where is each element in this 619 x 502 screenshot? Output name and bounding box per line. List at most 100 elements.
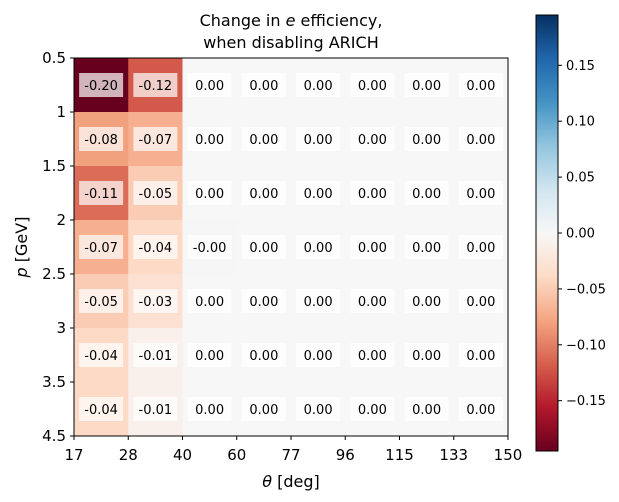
cell-label-background (187, 343, 232, 367)
x-tick-label: 28 (119, 446, 138, 464)
x-tick-label: 77 (281, 446, 300, 464)
cell-value-label: 0.00 (304, 187, 333, 202)
y-tick-label: 4.5 (42, 427, 66, 445)
cell-value-label: -0.01 (139, 403, 173, 418)
cell-value-label: 0.00 (304, 403, 333, 418)
colorbar-tick-label: 0.05 (566, 171, 595, 186)
colorbar-tick-label: 0.10 (566, 115, 595, 130)
y-tick-label: 3.5 (42, 373, 66, 391)
cell-label-background (79, 181, 124, 205)
cell-label-background (296, 343, 341, 367)
cell-value-label: 0.00 (304, 241, 333, 256)
cell-value-label: 0.00 (249, 403, 278, 418)
cell-value-label: 0.00 (304, 349, 333, 364)
y-tick-label: 0.5 (42, 49, 66, 67)
cell-value-label: 0.00 (195, 403, 224, 418)
cell-value-label: 0.00 (358, 295, 387, 310)
cell-label-background (296, 235, 341, 259)
cell-label-background (404, 397, 449, 421)
cell-label-background (296, 127, 341, 151)
cell-value-label: 0.00 (412, 241, 441, 256)
cell-value-label: 0.00 (195, 349, 224, 364)
cell-value-label: -0.04 (84, 403, 118, 418)
y-tick-label: 1.5 (42, 157, 66, 175)
cell-value-label: 0.00 (412, 79, 441, 94)
cell-label-background (187, 73, 232, 97)
cell-label-background (404, 73, 449, 97)
cell-value-label: 0.00 (358, 187, 387, 202)
x-tick-label: 150 (494, 446, 523, 464)
cell-label-background (350, 73, 395, 97)
cell-label-background (296, 181, 341, 205)
x-tick-label: 96 (336, 446, 355, 464)
cell-value-label: 0.00 (412, 187, 441, 202)
cell-label-background (350, 397, 395, 421)
cell-value-label: 0.00 (466, 133, 495, 148)
cell-value-label: 0.00 (304, 295, 333, 310)
cell-value-label: 0.00 (249, 241, 278, 256)
y-tick-label: 2 (56, 211, 66, 229)
cell-label-background (79, 397, 124, 421)
cell-label-background (241, 127, 286, 151)
cell-value-label: -0.07 (84, 241, 118, 256)
cell-value-label: 0.00 (466, 295, 495, 310)
cell-value-label: -0.08 (84, 133, 118, 148)
cell-label-background (350, 127, 395, 151)
cell-label-background (458, 343, 503, 367)
heatmap-cell-labels: -0.20 -0.12 0.00 0.00 0.00 0.00 0.00 0.00 -0.08 -… (79, 73, 503, 421)
cell-label-background (79, 289, 124, 313)
cell-value-label: -0.04 (139, 241, 173, 256)
cell-value-label: -0.03 (139, 295, 173, 310)
cell-label-background (458, 397, 503, 421)
cell-label-background (133, 235, 178, 259)
colorbar-tick-label: −0.05 (566, 282, 606, 297)
cell-label-background (296, 73, 341, 97)
cell-label-background (187, 181, 232, 205)
y-tick-label: 1 (56, 103, 66, 121)
cell-value-label: 0.00 (358, 133, 387, 148)
cell-label-background (458, 127, 503, 151)
cell-label-background (458, 73, 503, 97)
x-tick-label: 17 (64, 446, 83, 464)
cell-value-label: 0.00 (466, 241, 495, 256)
cell-value-label: -0.20 (84, 79, 118, 94)
colorbar-ticks: 0.15 0.10 0.05 0.00 −0.05 −0.10 −0.15 (558, 59, 606, 409)
y-tick-label: 2.5 (42, 265, 66, 283)
cell-value-label: 0.00 (412, 133, 441, 148)
chart-title-line2: when disabling ARICH (203, 33, 378, 52)
cell-value-label: 0.00 (358, 349, 387, 364)
cell-label-background (404, 181, 449, 205)
cell-value-label: -0.11 (84, 187, 118, 202)
cell-label-background (241, 181, 286, 205)
cell-value-label: 0.00 (358, 79, 387, 94)
colorbar (535, 14, 559, 452)
chart-title: Change in e efficiency, when disabling A… (200, 11, 383, 52)
cell-label-background (79, 73, 124, 97)
cell-label-background (404, 235, 449, 259)
cell-value-label: 0.00 (304, 133, 333, 148)
cell-label-background (458, 181, 503, 205)
cell-value-label: 0.00 (195, 79, 224, 94)
cell-label-background (404, 127, 449, 151)
x-axis-ticks: 17 28 40 60 77 96 115 133 150 (64, 436, 522, 464)
cell-value-label: 0.00 (466, 349, 495, 364)
cell-label-background (458, 289, 503, 313)
cell-value-label: 0.00 (466, 79, 495, 94)
x-tick-label: 133 (439, 446, 468, 464)
cell-label-background (350, 235, 395, 259)
cell-value-label: -0.05 (139, 187, 173, 202)
cell-label-background (133, 289, 178, 313)
cell-label-background (404, 343, 449, 367)
cell-value-label: 0.00 (412, 403, 441, 418)
cell-value-label: -0.00 (193, 241, 227, 256)
cell-label-background (187, 397, 232, 421)
cell-value-label: 0.00 (249, 133, 278, 148)
cell-value-label: 0.00 (358, 241, 387, 256)
cell-value-label: 0.00 (249, 295, 278, 310)
cell-label-background (458, 235, 503, 259)
cell-label-background (133, 343, 178, 367)
cell-value-label: 0.00 (249, 79, 278, 94)
cell-value-label: -0.01 (139, 349, 173, 364)
colorbar-tick-label: 0.00 (566, 227, 595, 242)
